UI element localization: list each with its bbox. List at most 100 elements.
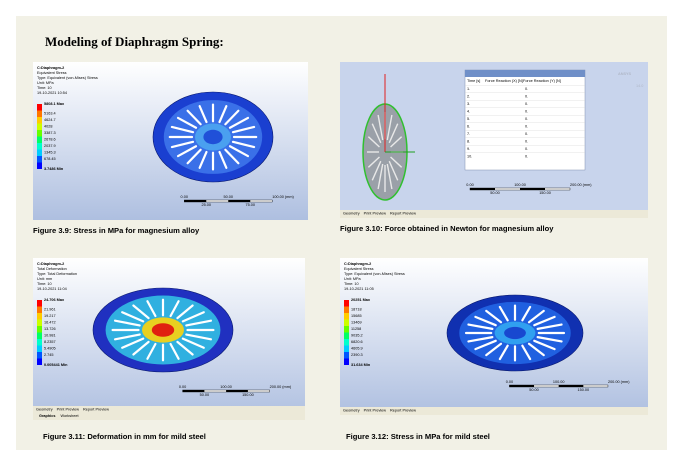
legend-label: 5808.1 Max xyxy=(44,102,65,106)
disc-hole xyxy=(203,130,222,144)
legend-swatch xyxy=(37,137,42,144)
tab[interactable]: Report Preview xyxy=(390,212,416,216)
table-cell: 6. xyxy=(467,125,470,129)
legend-label: 678.45 xyxy=(44,157,56,161)
scale-bar xyxy=(228,200,250,202)
legend-swatch xyxy=(344,359,349,366)
table-header: Time [s] xyxy=(467,79,480,83)
scale-label: 200.00 (mm) xyxy=(270,385,292,389)
legend-swatch xyxy=(344,320,349,327)
table-cell: 0. xyxy=(525,125,528,129)
info-text: Type: Equivalent (von-Mises) Stress xyxy=(37,76,98,80)
caption: Figure 3.10: Force obtained in Newton fo… xyxy=(340,224,580,234)
info-text: Time: 10 xyxy=(37,282,52,286)
table-cell: 3. xyxy=(467,102,470,106)
scale-label: 50.00 xyxy=(200,393,210,397)
tab[interactable]: Report Preview xyxy=(83,408,109,412)
legend-swatch xyxy=(344,313,349,320)
scale-label: 0.00 xyxy=(181,195,188,199)
tab[interactable]: Geometry xyxy=(343,409,360,413)
legend-swatch xyxy=(37,124,42,131)
legend-label: 11258 xyxy=(351,327,361,331)
tab[interactable]: Geometry xyxy=(36,408,53,412)
table-cell: 0. xyxy=(525,87,528,91)
tab[interactable]: Print Preview xyxy=(364,409,387,413)
table-cell: 1. xyxy=(467,87,470,91)
scale-bar xyxy=(183,390,205,392)
info-text: C:Diaphragm-2 xyxy=(37,262,64,266)
tab[interactable]: Print Preview xyxy=(57,408,80,412)
caption: Figure 3.9: Stress in MPa for magnesium … xyxy=(33,226,313,236)
legend-swatch xyxy=(37,346,42,353)
scale-label: 100.00 xyxy=(553,380,565,384)
info-text: Equivalent Stress xyxy=(37,71,67,75)
scale-label: 50.00 xyxy=(223,195,233,199)
table-cell: 5. xyxy=(467,117,470,121)
table-cell: 0. xyxy=(525,102,528,106)
legend-label: 4605.9 xyxy=(351,347,363,351)
scale-bar xyxy=(509,385,534,387)
legend-label: 5163.4 xyxy=(44,112,56,116)
scale-bar xyxy=(470,188,495,190)
table-cell: 0. xyxy=(525,147,528,151)
legend-label: 9035.2 xyxy=(351,334,363,338)
legend-label: 10.981 xyxy=(44,334,56,338)
legend-label: 0.005441 Min xyxy=(44,363,68,367)
table-cell: 0. xyxy=(525,155,528,159)
scale-bar xyxy=(520,188,545,190)
legend-swatch xyxy=(37,143,42,150)
legend-label: 2.745 xyxy=(44,353,54,357)
info-text: 19-10-2021 11:05 xyxy=(344,287,374,291)
legend-label: 8.2357 xyxy=(44,340,56,344)
heading: Modeling of Diaphragm Spring: xyxy=(45,34,224,50)
legend-label: 2390.3 xyxy=(351,353,363,357)
legend-swatch xyxy=(37,320,42,327)
legend-label: 5.4905 xyxy=(44,347,56,351)
table-cell: 4. xyxy=(467,110,470,114)
page: Modeling of Diaphragm Spring: C:Diaphrag… xyxy=(16,16,667,450)
table-title xyxy=(465,70,585,77)
legend-label: 31.634 Min xyxy=(351,363,371,367)
scale-label: 200.00 (mm) xyxy=(608,380,630,384)
legend-swatch xyxy=(344,326,349,333)
info-text: Type: Total Deformation xyxy=(37,272,77,276)
tab[interactable]: Geometry xyxy=(343,212,360,216)
table-cell: 7. xyxy=(467,132,470,136)
tab[interactable]: Report Preview xyxy=(390,409,416,413)
scale-label: 25.00 xyxy=(201,203,211,207)
legend-label: 6820.6 xyxy=(351,340,363,344)
disc-hole xyxy=(152,323,174,336)
legend-label: 4028 xyxy=(44,125,52,129)
subtab[interactable]: Graphics xyxy=(39,414,55,418)
table-cell: 8. xyxy=(467,140,470,144)
disc-hole xyxy=(504,327,526,339)
legend-label: 2037.9 xyxy=(44,144,56,148)
legend-label: 3.7486 Min xyxy=(44,167,64,171)
info-text: 19-10-2021 11:04 xyxy=(37,287,67,291)
info-text: Unit: MPa xyxy=(344,277,362,281)
info-text: Equivalent Stress xyxy=(344,267,374,271)
scale-label: 150.00 xyxy=(539,191,551,195)
scale-label: 100.00 xyxy=(514,183,526,187)
info-text: 19-10-2021 10:54 xyxy=(37,91,67,95)
tab[interactable]: Print Preview xyxy=(364,212,387,216)
table-cell: 0. xyxy=(525,140,528,144)
scale-label: 200.00 (mm) xyxy=(570,183,592,187)
legend-label: 21.961 xyxy=(44,308,56,312)
legend-swatch xyxy=(37,111,42,118)
legend-swatch xyxy=(344,339,349,346)
info-text: Type: Equivalent (von-Mises) Stress xyxy=(344,272,405,276)
legend-label: 3387.3 xyxy=(44,131,56,135)
info-text: Unit: MPa xyxy=(37,81,55,85)
legend-swatch xyxy=(37,339,42,346)
legend-label: 18718 xyxy=(351,308,362,312)
scale-label: 0.00 xyxy=(466,183,473,187)
legend-swatch xyxy=(37,150,42,157)
caption: Figure 3.11: Deformation in mm for mild … xyxy=(43,432,323,442)
legend-swatch xyxy=(37,333,42,340)
legend-swatch xyxy=(344,300,349,307)
logo: ANSYS xyxy=(618,72,632,76)
subtab[interactable]: Worksheet xyxy=(60,414,79,418)
legend-label: 13469 xyxy=(351,321,362,325)
